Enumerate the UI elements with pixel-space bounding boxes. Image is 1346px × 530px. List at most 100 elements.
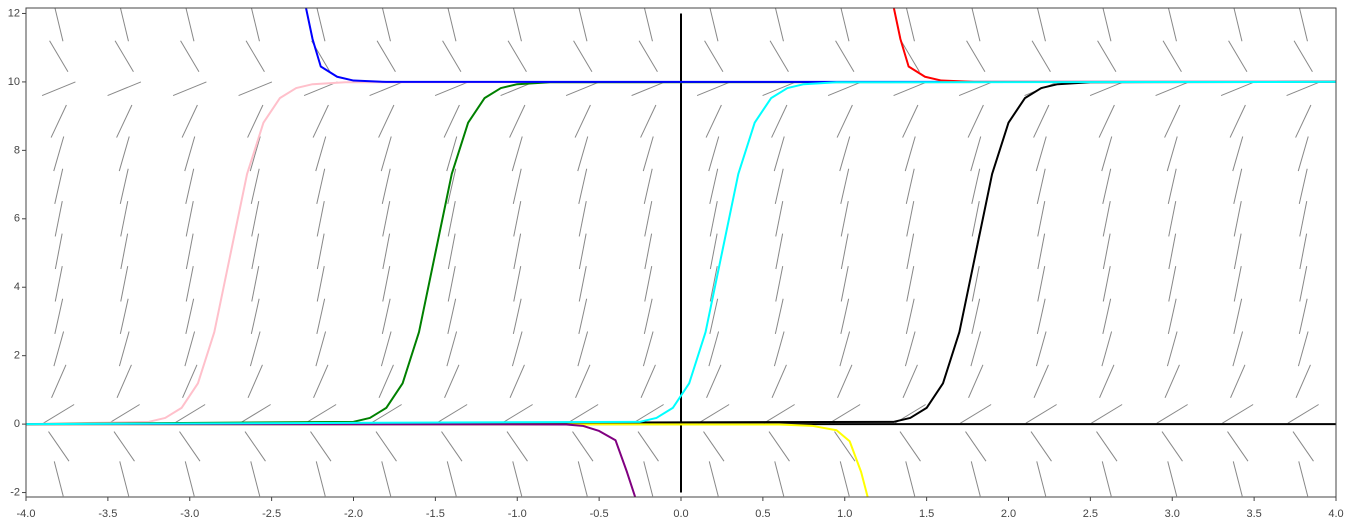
- solution-curve: [26, 80, 1336, 426]
- x-tick-label: 0.0: [673, 508, 688, 520]
- slope-segment: [839, 136, 851, 172]
- slope-segment: [1102, 266, 1111, 302]
- slope-segment: [829, 404, 861, 424]
- slope-segment: [1232, 136, 1244, 172]
- slope-segment: [1233, 266, 1242, 302]
- slope-segment: [250, 298, 260, 335]
- slope-segment: [1297, 136, 1309, 172]
- slope-segment: [444, 364, 460, 399]
- x-tick-label: -0.5: [590, 508, 609, 520]
- slope-segment: [1036, 8, 1046, 42]
- slope-segment: [836, 104, 853, 138]
- slope-segment: [49, 40, 69, 72]
- slope-segment: [906, 201, 915, 237]
- slope-segment: [902, 104, 919, 138]
- slope-segment: [446, 331, 458, 367]
- slope-segment: [840, 8, 850, 42]
- slope-segment: [119, 168, 129, 204]
- slope-segment: [381, 168, 391, 204]
- slope-segment: [709, 233, 718, 270]
- slope-segment: [905, 461, 916, 497]
- slope-segment: [971, 266, 980, 302]
- slope-segment: [180, 40, 200, 72]
- slope-segment: [1298, 461, 1309, 497]
- slope-segment: [1297, 331, 1309, 367]
- slope-segment: [1227, 431, 1249, 462]
- x-tick-label: 0.5: [755, 508, 770, 520]
- slope-segment: [313, 364, 329, 399]
- slope-segment: [1233, 168, 1243, 204]
- slope-segment: [1037, 233, 1046, 270]
- slope-segment: [1102, 201, 1111, 237]
- slope-segment: [1097, 40, 1117, 72]
- slope-segment: [1168, 201, 1177, 237]
- slope-segment: [315, 461, 326, 497]
- slope-segment: [184, 331, 196, 367]
- slope-segment: [119, 298, 129, 335]
- slope-segment: [1293, 40, 1313, 72]
- x-tick-label: -3.0: [180, 508, 199, 520]
- slope-segment: [840, 298, 850, 335]
- x-tick-label: 3.5: [1246, 508, 1261, 520]
- y-tick-label: 10: [8, 76, 20, 88]
- slope-segment: [1233, 8, 1243, 42]
- slope-segment: [840, 201, 849, 237]
- slope-segment: [1233, 201, 1242, 237]
- slope-segment: [840, 266, 849, 302]
- slope-segment: [434, 81, 469, 97]
- slope-segment: [382, 201, 391, 237]
- slope-segment: [509, 104, 526, 138]
- ticks: -4.0 -3.5 -3.0 -2.5 -2.0 -1.5 -1.0 -0.5 0.0 0.5 1.…: [8, 7, 1344, 520]
- slope-segment: [513, 201, 522, 237]
- slope-segment: [1167, 168, 1177, 204]
- slope-segment: [506, 431, 528, 462]
- slope-segment: [1167, 298, 1177, 335]
- slope-segment: [316, 8, 326, 42]
- x-tick-label: -3.5: [98, 508, 117, 520]
- slope-segment: [902, 364, 918, 399]
- slope-segment: [1233, 233, 1242, 270]
- slope-segment: [970, 331, 982, 367]
- slope-segment: [238, 81, 273, 97]
- slope-segment: [644, 266, 653, 302]
- slope-segment: [840, 168, 850, 204]
- slope-segment: [244, 431, 266, 462]
- slope-segment: [631, 81, 666, 97]
- slope-segment: [118, 136, 130, 172]
- slope-segment: [184, 136, 196, 172]
- slope-segment: [512, 461, 523, 497]
- slope-segment: [578, 8, 588, 42]
- slope-segment: [446, 136, 458, 172]
- slope-segment: [1161, 431, 1183, 462]
- x-tick-label: -2.0: [344, 508, 363, 520]
- slope-segment: [1031, 40, 1051, 72]
- solution-curve: [305, 8, 1336, 83]
- slope-segment: [509, 364, 525, 399]
- slope-segment: [1232, 331, 1244, 367]
- plot-frame: [25, 7, 1337, 498]
- slope-segment: [1033, 364, 1049, 399]
- x-tick-label: 3.0: [1165, 508, 1180, 520]
- slope-segment: [839, 331, 851, 367]
- slope-segment: [773, 136, 785, 172]
- slope-segment: [512, 298, 522, 335]
- slope-segment: [239, 404, 271, 424]
- slope-segment: [706, 364, 722, 399]
- slope-segment: [644, 233, 653, 270]
- slope-segment: [1298, 298, 1308, 335]
- slope-segment: [640, 104, 657, 138]
- slope-segment: [643, 461, 654, 497]
- slope-segment: [644, 201, 653, 237]
- slope-segment: [1025, 404, 1057, 424]
- slope-segment: [1166, 136, 1178, 172]
- slope-segment: [512, 168, 522, 204]
- slope-segment: [1096, 431, 1118, 462]
- slope-segment: [1295, 364, 1311, 399]
- slope-segment: [769, 40, 789, 72]
- slope-segment: [1102, 298, 1112, 335]
- slope-segment: [1295, 104, 1312, 138]
- slope-segment: [1286, 81, 1321, 97]
- slope-segment: [1299, 266, 1308, 302]
- slope-segment: [899, 431, 921, 462]
